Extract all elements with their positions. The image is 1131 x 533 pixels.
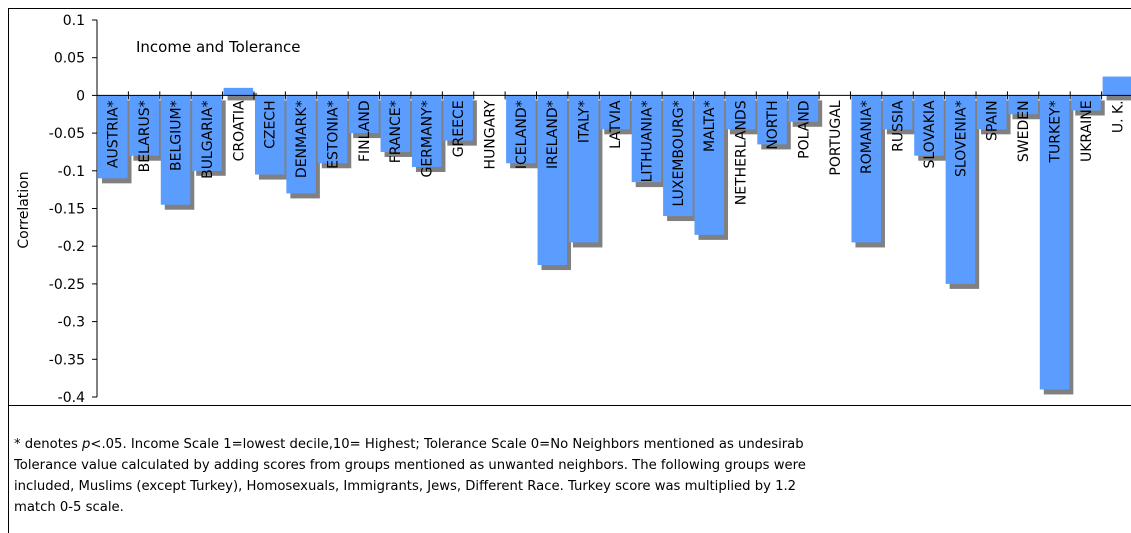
x-tick-label: CROATIA: [231, 100, 247, 161]
y-tick-label: 0.1: [63, 13, 85, 29]
bar: [380, 95, 411, 152]
y-axis-label: Correlation: [16, 171, 32, 248]
bar: [223, 87, 254, 96]
x-tick-label: HUNGARY: [482, 100, 498, 170]
chart-title: Income and Tolerance: [136, 38, 300, 56]
x-tick-label: BELARUS*: [137, 100, 153, 172]
x-tick-label: LUXEMBOURG*: [671, 100, 687, 206]
x-tick-label: SPAIN: [985, 100, 1001, 141]
x-tick-label: ICELAND*: [514, 100, 530, 169]
y-tick-label: -0.1: [58, 164, 85, 180]
y-tick-label: -0.4: [58, 390, 85, 406]
bar: [757, 95, 787, 145]
x-tick-label: PORTUGAL: [828, 100, 844, 175]
x-tick-label: FINLAND: [357, 100, 373, 162]
bar: [411, 95, 442, 168]
y-tick-label: -0.35: [49, 352, 85, 368]
bar: [1039, 95, 1070, 390]
bar: [160, 95, 191, 205]
x-tick-label: FRANCE*: [388, 100, 404, 163]
bar: [568, 95, 599, 243]
y-tick-label: -0.05: [49, 126, 85, 142]
x-tick-label: SLOVAKIA: [922, 100, 938, 169]
y-tick-label: 0.05: [54, 51, 85, 67]
x-tick-label: TURKEY*: [1048, 100, 1064, 163]
x-tick-label: LATVIA: [608, 100, 624, 149]
x-tick-label: UKRAINE: [1079, 100, 1095, 162]
bar: [977, 95, 1007, 130]
x-tick-label: POLAND: [796, 100, 812, 158]
x-tick-label: AUSTRIA*: [106, 100, 122, 168]
x-tick-label: NORTH: [765, 100, 781, 149]
bar: [725, 95, 756, 130]
y-tick-label: -0.15: [49, 202, 85, 218]
x-tick-label: LITHUANIA*: [639, 100, 655, 182]
bar: [443, 95, 473, 141]
bar: [1071, 95, 1101, 111]
bar: [349, 95, 379, 134]
bar: [254, 95, 285, 175]
bar: [788, 95, 819, 122]
note-line: Tolerance value calculated by adding sco…: [14, 458, 806, 473]
note-line: * denotes p<.05. Income Scale 1=lowest d…: [14, 434, 1131, 455]
y-tick-label: -0.3: [58, 315, 85, 331]
x-tick-label: MALTA*: [702, 100, 718, 152]
x-tick-label: SWEDEN: [1016, 100, 1032, 162]
y-tick-label: -0.25: [49, 277, 85, 293]
x-tick-label: U. K.: [1110, 100, 1126, 133]
bar: [914, 95, 944, 156]
x-tick-label: RUSSIA: [891, 100, 907, 152]
x-tick-label: IRELAND*: [545, 100, 561, 169]
bar: [1102, 76, 1131, 96]
chart-frame: [8, 8, 1131, 406]
bar: [694, 95, 724, 235]
bar: [98, 95, 128, 179]
bar: [851, 95, 881, 243]
bar: [631, 95, 662, 183]
note-lead: * denotes: [14, 437, 83, 452]
x-tick-label: DENMARK*: [294, 100, 310, 178]
x-tick-label: ITALY*: [577, 100, 593, 143]
x-tick-label: GREECE: [451, 100, 467, 157]
footnote: * denotes p<.05. Income Scale 1=lowest d…: [14, 434, 1131, 518]
bar: [600, 95, 630, 130]
bar: [663, 95, 693, 217]
bar-shadow: [227, 92, 258, 101]
bar: [129, 95, 159, 156]
note-italic: p: [82, 437, 91, 452]
bar: [192, 95, 222, 171]
x-tick-label: GERMANY*: [420, 100, 436, 177]
x-tick-label: BELGIUM*: [168, 100, 184, 171]
bar: [1008, 95, 1038, 115]
bar: [286, 95, 316, 194]
note-line: match 0-5 scale.: [14, 500, 124, 515]
y-tick-label: -0.2: [58, 239, 85, 255]
x-tick-label: NETHERLANDS: [734, 100, 750, 205]
x-tick-label: BULGARIA*: [200, 100, 216, 179]
note-line: included, Muslims (except Turkey), Homos…: [14, 479, 797, 494]
bar: [945, 95, 976, 284]
x-tick-label: SLOVENIA*: [953, 100, 969, 177]
bar: [317, 95, 348, 164]
x-tick-label: ESTONIA*: [325, 100, 341, 168]
x-tick-label: ROMANIA*: [859, 100, 875, 174]
y-tick-label: 0: [76, 88, 85, 104]
note-text: <.05. Income Scale 1=lowest decile,10= H…: [90, 437, 804, 452]
bar: [882, 95, 913, 130]
bar: [537, 95, 568, 266]
bar: [506, 95, 536, 164]
x-tick-label: CZECH: [263, 100, 279, 149]
